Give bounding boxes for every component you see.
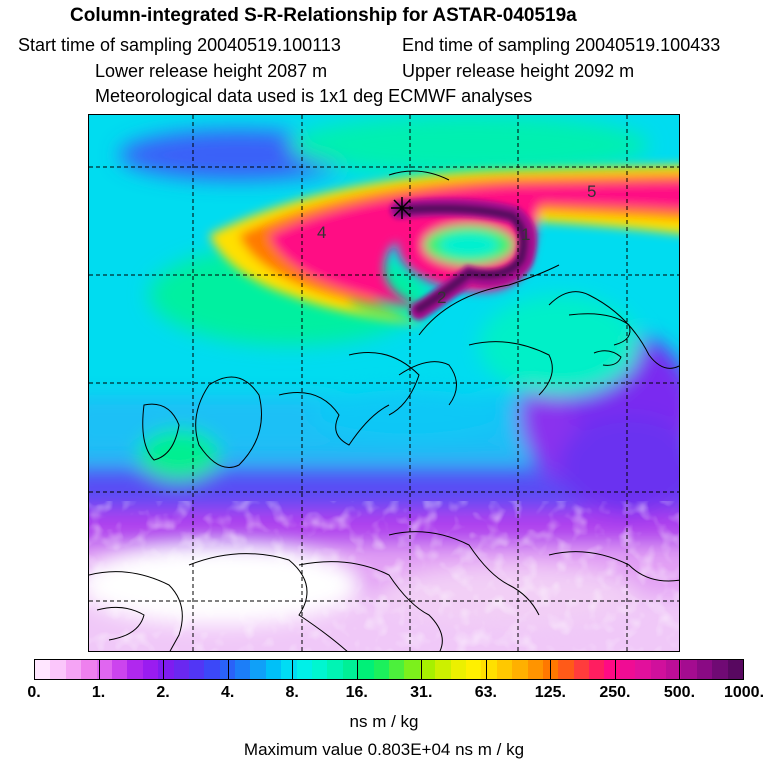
colorbar-segment xyxy=(296,660,313,679)
colorbar-tick-label: 0. xyxy=(27,684,41,701)
colorbar-segment xyxy=(65,660,82,679)
colorbar-tick-label: 1. xyxy=(91,684,106,701)
colorbar-segment xyxy=(635,660,651,679)
colorbar-tick-label: 31. xyxy=(410,684,433,701)
colorbar-separator xyxy=(421,660,423,679)
colorbar-segment xyxy=(142,660,159,679)
trajectory-label-5: 5 xyxy=(587,182,596,201)
colorbar-segment xyxy=(188,660,205,679)
colorbar-segment xyxy=(388,660,405,679)
colorbar-separator xyxy=(485,660,487,679)
colorbar-segment xyxy=(250,660,266,679)
colorbar-segment xyxy=(265,660,282,679)
colorbar-segment xyxy=(96,660,112,679)
colorbar-segment xyxy=(312,660,328,679)
trajectory-label-4: 4 xyxy=(317,223,326,242)
colorbar-segment xyxy=(650,660,667,679)
colorbar-segment xyxy=(342,660,359,679)
colorbar-segment xyxy=(450,660,466,679)
colorbar-separator xyxy=(550,660,552,679)
colorbar-segment xyxy=(173,660,189,679)
colorbar-segment xyxy=(204,660,220,679)
end-time-label: End time of sampling 20040519.100433 xyxy=(402,35,721,55)
colorbar-separator xyxy=(679,660,681,679)
colorbar-tick-label: 8. xyxy=(285,684,299,701)
graticule xyxy=(89,115,679,651)
colorbar-segment xyxy=(573,660,590,679)
colorbar-segment xyxy=(419,660,436,679)
colorbar-segment xyxy=(712,660,728,679)
met-data-label: Meteorological data used is 1x1 deg ECMW… xyxy=(95,86,533,106)
colorbar-segment xyxy=(158,660,174,679)
colorbar-segment xyxy=(465,660,482,679)
colorbar-separator xyxy=(614,660,616,679)
colorbar-segment xyxy=(481,660,497,679)
lower-height-label: Lower release height 2087 m xyxy=(95,61,328,81)
colorbar-tick-label: 500. xyxy=(663,684,696,701)
map-svg: 1 2 4 5 xyxy=(89,115,679,651)
max-value-label: Maximum value 0.803E+04 ns m / kg xyxy=(243,740,525,759)
colorbar-segment xyxy=(604,660,620,679)
colorbar-separator xyxy=(227,660,229,679)
colorbar xyxy=(34,659,744,680)
plot-title: Column-integrated S-R-Relationship for A… xyxy=(70,5,577,26)
trajectory-label-1: 1 xyxy=(521,225,530,244)
release-star-marker xyxy=(391,197,413,219)
colorbar-tick-label: 16. xyxy=(345,684,368,701)
colorbar-tick-label: 125. xyxy=(534,684,566,701)
colorbar-segment xyxy=(219,660,236,679)
colorbar-segment xyxy=(619,660,636,679)
colorbar-segment xyxy=(527,660,543,679)
colorbar-separator xyxy=(163,660,165,679)
colorbar-tick-label: 63. xyxy=(474,684,497,701)
colorbar-tick-label: 1000. xyxy=(723,684,765,701)
colorbar-segment xyxy=(681,660,697,679)
colorbar-segment xyxy=(327,660,343,679)
colorbar-segment xyxy=(35,660,51,679)
units-label: ns m / kg xyxy=(349,712,419,731)
colorbar-tick-label: 250. xyxy=(599,684,631,701)
colorbar-segment xyxy=(404,660,420,679)
colorbar-segment xyxy=(235,660,251,679)
trajectory-label-2: 2 xyxy=(437,288,446,307)
colorbar-segment xyxy=(50,660,66,679)
start-time-label: Start time of sampling 20040519.100113 xyxy=(18,35,341,55)
colorbar-separator xyxy=(356,660,358,679)
upper-height-label: Upper release height 2092 m xyxy=(402,61,635,81)
colorbar-segment xyxy=(281,660,297,679)
colorbar-segment xyxy=(373,660,389,679)
colorbar-segment xyxy=(558,660,574,679)
colorbar-separator xyxy=(292,660,294,679)
colorbar-segment xyxy=(496,660,513,679)
coastlines xyxy=(89,170,679,651)
colorbar-segment xyxy=(727,660,743,679)
colorbar-tick-label: 2. xyxy=(156,684,170,701)
colorbar-segment xyxy=(512,660,528,679)
colorbar-separator xyxy=(98,660,100,679)
colorbar-segment xyxy=(696,660,713,679)
sensitivity-field xyxy=(89,115,679,651)
colorbar-segment xyxy=(589,660,605,679)
colorbar-segment xyxy=(127,660,143,679)
colorbar-segment xyxy=(666,660,682,679)
colorbar-segment xyxy=(435,660,451,679)
colorbar-segment xyxy=(81,660,97,679)
map-panel: 1 2 4 5 xyxy=(88,114,680,652)
colorbar-tick-label: 4. xyxy=(220,684,235,701)
colorbar-segment xyxy=(358,660,374,679)
colorbar-segment xyxy=(111,660,128,679)
